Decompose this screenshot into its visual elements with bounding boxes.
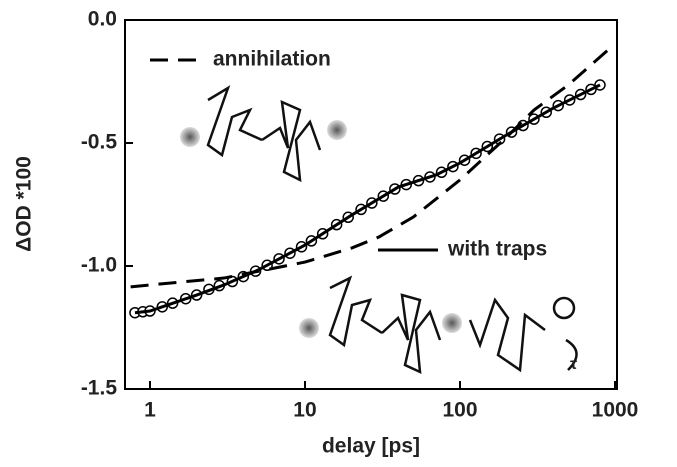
tau-symbol: τ bbox=[570, 356, 577, 373]
x-tick-label: 1000 bbox=[592, 399, 639, 422]
legend-label: with traps bbox=[447, 238, 547, 261]
x-tick-label: 1 bbox=[144, 399, 156, 422]
y-axis-label: ΔOD *100 bbox=[13, 156, 36, 252]
y-tick-label: -1.0 bbox=[81, 254, 117, 277]
x-tick-label: 100 bbox=[442, 399, 477, 422]
y-tick-label: 0.0 bbox=[88, 8, 117, 31]
x-tick-label: 10 bbox=[293, 399, 316, 422]
illustration bbox=[180, 85, 578, 375]
y-tick-label: -0.5 bbox=[81, 131, 118, 154]
x-axis-label: delay [ps] bbox=[322, 435, 420, 458]
solid-line bbox=[134, 83, 601, 315]
legend-label: annihilation bbox=[213, 48, 331, 71]
plot-frame bbox=[124, 19, 618, 390]
y-tick-label: -1.5 bbox=[81, 377, 118, 400]
dashed-line bbox=[130, 48, 609, 289]
